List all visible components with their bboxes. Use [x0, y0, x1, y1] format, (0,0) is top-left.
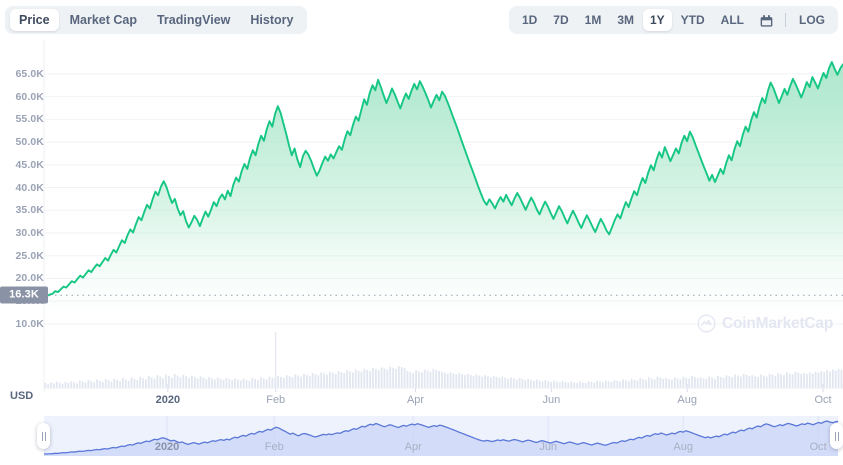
- tab-history[interactable]: History: [250, 13, 294, 27]
- x-axis-tick-label: Feb: [266, 394, 286, 406]
- navigator-handle-right[interactable]: [830, 423, 843, 449]
- y-axis-labels: 10.0K15.0K20.0K25.0K30.0K35.0K40.0K45.0K…: [0, 40, 44, 408]
- tab-price[interactable]: Price: [10, 9, 59, 31]
- grip-line: [44, 431, 46, 441]
- calendar-icon[interactable]: [754, 9, 778, 31]
- x-axis-tick-label: Oct: [814, 394, 832, 406]
- y-axis-tick-label: 55.0K: [15, 113, 44, 126]
- x-axis-tick-label: Jun: [542, 394, 561, 406]
- y-axis-tick-label: 10.0K: [15, 317, 44, 330]
- chart-toolbar: Price Market Cap TradingView History 1D 7D 1M…: [0, 0, 843, 40]
- price-plot-svg: [43, 40, 843, 392]
- range-7d[interactable]: 7D: [553, 13, 569, 27]
- y-axis-tick-label: 25.0K: [15, 249, 44, 262]
- current-price-badge: 16.3K: [0, 286, 48, 304]
- grip-line: [837, 431, 839, 441]
- y-axis-tick-label: 20.0K: [15, 272, 44, 285]
- range-1m[interactable]: 1M: [584, 13, 602, 27]
- range-ytd[interactable]: YTD: [680, 13, 705, 27]
- y-axis-tick-label: 45.0K: [15, 158, 44, 171]
- range-navigator[interactable]: 2020 Feb Apr Jun Aug Oct: [0, 412, 843, 460]
- x-axis-tick-label: Aug: [677, 394, 697, 406]
- log-scale-toggle[interactable]: LOG: [799, 13, 825, 27]
- navigator-tick-label: 2020: [154, 441, 180, 453]
- y-axis-tick-label: 30.0K: [15, 227, 44, 239]
- navigator-tick-label: Aug: [673, 441, 693, 453]
- tab-market-cap[interactable]: Market Cap: [69, 13, 137, 27]
- range-all[interactable]: ALL: [720, 13, 744, 27]
- navigator-tick-label: Apr: [404, 441, 422, 453]
- time-range-selector: 1D 7D 1M 3M 1Y YTD ALL LOG: [508, 6, 838, 34]
- grip-line: [834, 431, 836, 441]
- navigator-tick-label: Jun: [539, 441, 558, 453]
- tab-tradingview[interactable]: TradingView: [156, 13, 231, 27]
- x-axis-tick-label: Apr: [406, 394, 425, 406]
- navigator-tick-label: Oct: [809, 441, 827, 453]
- y-axis-tick-label: 60.0K: [15, 90, 44, 103]
- navigator-handle-left[interactable]: [37, 423, 50, 449]
- toolbar-divider: [785, 13, 786, 27]
- y-axis-tick-label: 65.0K: [15, 67, 44, 80]
- x-axis-tick-label: 2020: [155, 394, 181, 406]
- range-1d[interactable]: 1D: [521, 13, 538, 27]
- price-chart-area: 10.0K15.0K20.0K25.0K30.0K35.0K40.0K45.0K…: [0, 40, 843, 408]
- grip-line: [41, 431, 43, 441]
- x-axis: USD 2020 Feb Apr Jun Aug Oct: [0, 390, 843, 412]
- chart-view-tabs: Price Market Cap TradingView History: [5, 6, 308, 34]
- range-3m[interactable]: 3M: [617, 13, 634, 27]
- range-1y[interactable]: 1Y: [642, 9, 672, 31]
- navigator-tick-label: Feb: [264, 441, 284, 453]
- y-axis-tick-label: 40.0K: [15, 181, 44, 194]
- y-axis-tick-label: 35.0K: [15, 204, 44, 217]
- y-axis-tick-label: 50.0K: [15, 136, 44, 149]
- navigator-svg: [43, 416, 839, 456]
- currency-label: USD: [10, 390, 34, 402]
